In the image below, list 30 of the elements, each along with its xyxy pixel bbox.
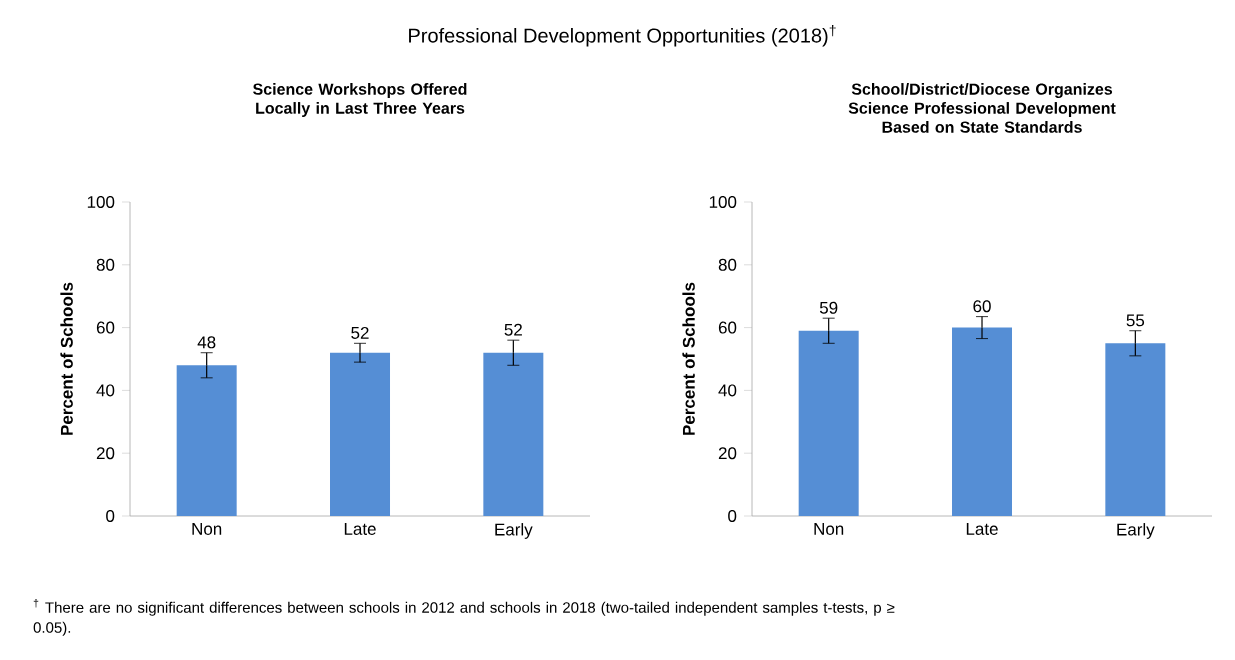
text: $^{†}$ There are no significant differences between schools in 2012 and schools in 2018 (two-tailed independent samples t-tests, p ≥ 0.05).	[33, 599, 895, 636]
data-label: 48	[197, 336, 216, 349]
chart-title: School/District/Diocese Organizes Science Professional Development Based on State Standards	[848, 83, 1116, 133]
x-tick-label: Non	[192, 523, 222, 535]
y-tick-label: 100	[87, 195, 115, 209]
y-tick-label: 20	[718, 447, 737, 460]
y-tick-label: 40	[96, 384, 115, 397]
y-tick-label: 80	[96, 258, 115, 271]
chart-title: Science Workshops Offered Locally in Last Three Years	[253, 83, 467, 117]
y-axis-title: Percent of Schools	[682, 282, 695, 435]
y-axis-title: Percent of Schools	[60, 282, 73, 435]
data-label: 52	[351, 326, 369, 339]
y-tick-label: 80	[718, 258, 737, 271]
data-label: 52	[504, 323, 522, 336]
x-tick-label: Late	[344, 523, 376, 535]
y-tick-label: 100	[709, 195, 737, 209]
data-label: 59	[819, 301, 838, 314]
y-tick-label: 20	[96, 447, 115, 460]
y-tick-label: 0	[106, 509, 115, 523]
data-label: 60	[973, 300, 991, 313]
y-tick-label: 0	[728, 509, 737, 523]
text: Professional Development Opportunities (2018)$^{†}$	[409, 25, 836, 47]
x-tick-label: Early	[495, 523, 533, 539]
x-tick-label: Late	[966, 523, 998, 535]
data-label: 55	[1126, 314, 1145, 327]
y-tick-label: 40	[718, 384, 737, 397]
y-tick-label: 60	[718, 321, 737, 334]
y-tick-label: 60	[96, 321, 115, 334]
x-tick-label: Non	[814, 523, 844, 535]
x-tick-label: Early	[1117, 523, 1155, 539]
